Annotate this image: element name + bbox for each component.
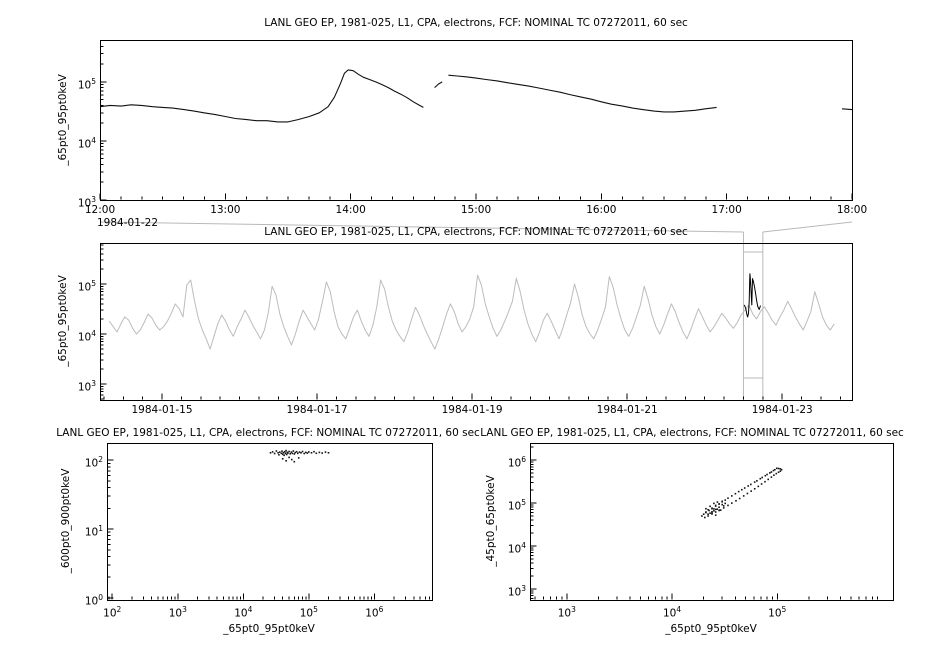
zoom-timeseries-frame [100, 40, 853, 201]
scatter-600-900-scatter-points [269, 449, 330, 463]
x-axis-label-scatter-right: _65pt0_95pt0keV [665, 623, 757, 635]
panel-title-overview: LANL GEO EP, 1981-025, L1, CPA, electron… [264, 226, 688, 238]
y-axis-label-overview: _65pt0_95pt0keV [57, 275, 69, 367]
scatter-45-65-scatter-points [701, 467, 783, 519]
context-overview-axis-ticks [100, 244, 841, 400]
zoom-timeseries-axis-ticks [99, 40, 853, 201]
x-axis-label-scatter-left: _65pt0_95pt0keV [223, 623, 315, 635]
y-axis-label-top: _65pt0_95pt0keV [57, 74, 69, 166]
scatter-45-65-axis-ticks [530, 446, 879, 600]
context-overview-frame [100, 243, 853, 401]
series-path [108, 274, 835, 350]
zoom-timeseries-data-layer [100, 69, 852, 123]
series-path [100, 69, 424, 123]
panel-title-scatter-left: LANL GEO EP, 1981-025, L1, CPA, electron… [56, 427, 480, 439]
x-axis-context-date: 1984-01-22 [97, 217, 159, 229]
series-path [448, 74, 717, 113]
panel-title-scatter-right: LANL GEO EP, 1981-025, L1, CPA, electron… [480, 427, 904, 439]
scatter-600-900-data-layer [269, 449, 330, 463]
series-path [743, 273, 761, 318]
scatter-600-900-axis-ticks [107, 459, 431, 600]
scatter-600-900-frame [107, 443, 433, 601]
scatter-45-65-data-layer [701, 467, 783, 519]
panel-title-top: LANL GEO EP, 1981-025, L1, CPA, electron… [264, 17, 688, 29]
y-axis-label-scatter-right: _45pt0_65pt0keV [485, 475, 497, 567]
zoom-selection-box[interactable] [99, 221, 853, 400]
series-path [434, 81, 443, 89]
scatter-45-65-frame [530, 443, 894, 601]
series-path [841, 108, 852, 111]
y-axis-label-scatter-left: _600pt0_900pt0keV [60, 468, 72, 574]
context-overview-data-layer [108, 273, 835, 350]
